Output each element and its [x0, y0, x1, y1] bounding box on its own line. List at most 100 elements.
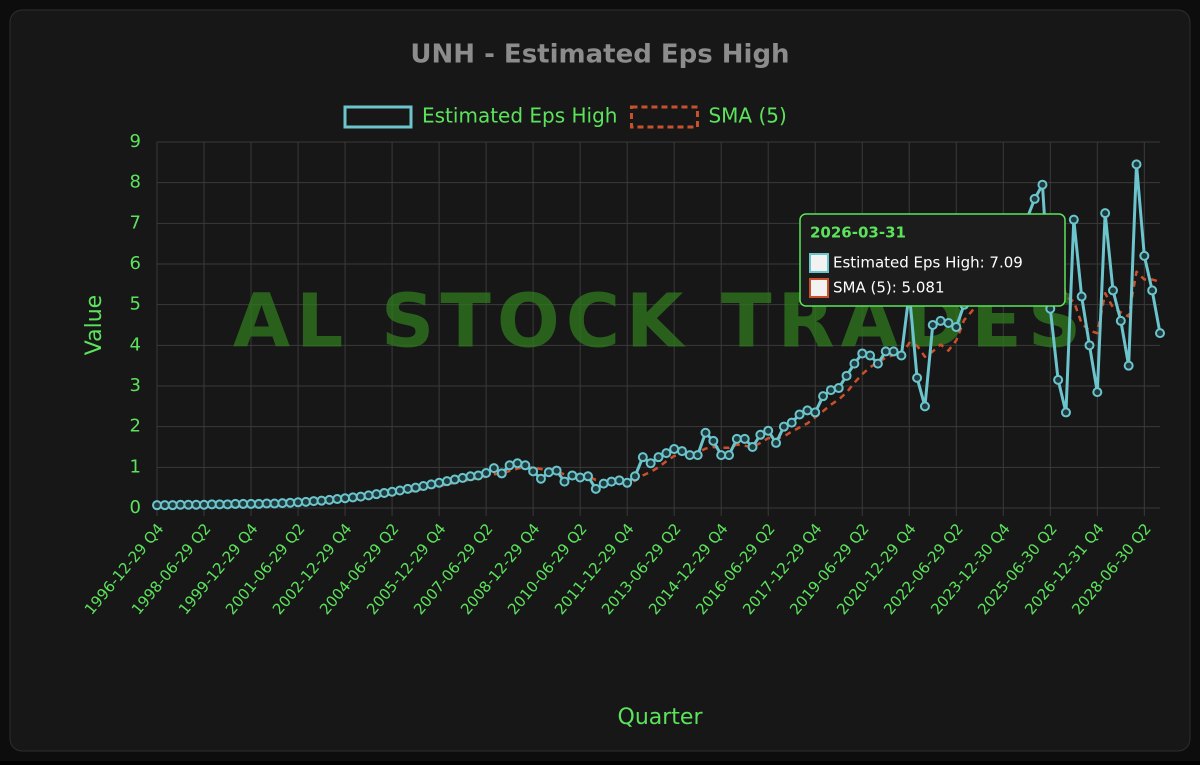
data-point[interactable] — [614, 475, 625, 486]
data-point[interactable] — [598, 478, 609, 489]
data-point[interactable] — [246, 498, 257, 509]
data-point[interactable] — [363, 490, 374, 501]
data-point[interactable] — [379, 487, 390, 498]
data-point[interactable] — [739, 433, 750, 444]
data-point[interactable] — [159, 500, 170, 511]
data-point[interactable] — [684, 450, 695, 461]
data-point[interactable] — [802, 405, 813, 416]
data-point[interactable] — [661, 448, 672, 459]
data-point[interactable] — [1139, 250, 1150, 261]
data-point[interactable] — [1060, 407, 1071, 418]
data-point[interactable] — [771, 437, 782, 448]
data-point[interactable] — [528, 466, 539, 477]
data-point[interactable] — [943, 317, 954, 328]
data-point[interactable] — [825, 385, 836, 396]
legend-label[interactable]: Estimated Eps High — [422, 104, 617, 128]
data-point[interactable] — [763, 425, 774, 436]
data-point[interactable] — [622, 477, 633, 488]
data-point[interactable] — [708, 435, 719, 446]
data-point[interactable] — [167, 500, 178, 511]
data-point[interactable] — [1084, 340, 1095, 351]
data-point[interactable] — [465, 471, 476, 482]
data-point[interactable] — [935, 315, 946, 326]
data-point[interactable] — [575, 472, 586, 483]
data-point[interactable] — [833, 383, 844, 394]
data-point[interactable] — [865, 350, 876, 361]
data-point[interactable] — [629, 471, 640, 482]
data-point[interactable] — [308, 496, 319, 507]
data-point[interactable] — [457, 472, 468, 483]
legend-label[interactable]: SMA (5) — [708, 104, 786, 128]
data-point[interactable] — [700, 427, 711, 438]
data-point[interactable] — [488, 463, 499, 474]
data-point[interactable] — [794, 409, 805, 420]
data-point[interactable] — [1100, 208, 1111, 219]
data-point[interactable] — [1053, 374, 1064, 385]
data-point[interactable] — [340, 493, 351, 504]
data-point[interactable] — [1076, 291, 1087, 302]
data-point[interactable] — [402, 483, 413, 494]
data-point[interactable] — [481, 468, 492, 479]
data-point[interactable] — [606, 476, 617, 487]
data-point[interactable] — [818, 391, 829, 402]
data-point[interactable] — [324, 494, 335, 505]
data-point[interactable] — [590, 483, 601, 494]
data-point[interactable] — [191, 499, 202, 510]
data-point[interactable] — [1155, 328, 1165, 339]
data-point[interactable] — [849, 358, 860, 369]
data-point[interactable] — [669, 444, 680, 455]
data-point[interactable] — [692, 450, 703, 461]
data-point[interactable] — [300, 496, 311, 507]
data-point[interactable] — [434, 477, 445, 488]
data-point[interactable] — [371, 489, 382, 500]
data-point[interactable] — [222, 499, 233, 510]
data-point[interactable] — [449, 474, 460, 485]
data-point[interactable] — [347, 492, 358, 503]
data-point[interactable] — [567, 470, 578, 481]
data-point[interactable] — [919, 401, 930, 412]
data-point[interactable] — [394, 485, 405, 496]
data-point[interactable] — [293, 497, 304, 508]
data-point[interactable] — [418, 481, 429, 492]
data-point[interactable] — [214, 499, 225, 510]
data-point[interactable] — [285, 497, 296, 508]
data-point[interactable] — [912, 372, 923, 383]
data-point[interactable] — [238, 498, 249, 509]
data-point[interactable] — [1068, 214, 1079, 225]
data-point[interactable] — [559, 476, 570, 487]
data-point[interactable] — [473, 470, 484, 481]
data-point[interactable] — [152, 500, 162, 511]
data-point[interactable] — [1115, 315, 1126, 326]
data-point[interactable] — [582, 471, 593, 482]
data-point[interactable] — [927, 320, 938, 330]
data-point[interactable] — [355, 491, 366, 502]
data-point[interactable] — [277, 498, 288, 509]
data-point[interactable] — [810, 407, 821, 418]
data-point[interactable] — [1037, 179, 1048, 190]
data-point[interactable] — [1131, 159, 1142, 170]
data-point[interactable] — [880, 346, 891, 357]
data-point[interactable] — [230, 498, 241, 509]
data-point[interactable] — [747, 442, 758, 452]
data-point[interactable] — [175, 499, 186, 510]
data-point[interactable] — [1147, 285, 1158, 296]
data-point[interactable] — [786, 417, 797, 428]
data-point[interactable] — [206, 499, 217, 510]
data-point[interactable] — [872, 358, 883, 369]
data-point[interactable] — [896, 350, 907, 361]
data-point[interactable] — [183, 499, 194, 510]
data-point[interactable] — [261, 498, 272, 509]
data-point[interactable] — [199, 499, 210, 510]
data-point[interactable] — [1092, 387, 1103, 398]
data-point[interactable] — [951, 322, 962, 333]
data-point[interactable] — [543, 467, 554, 478]
data-point[interactable] — [253, 498, 264, 509]
data-point[interactable] — [716, 450, 727, 461]
data-point[interactable] — [755, 429, 766, 440]
data-point[interactable] — [512, 458, 523, 469]
data-point[interactable] — [778, 421, 789, 432]
data-point[interactable] — [1029, 193, 1040, 204]
data-point[interactable] — [316, 495, 327, 506]
data-point[interactable] — [841, 370, 852, 381]
data-point[interactable] — [724, 450, 735, 461]
